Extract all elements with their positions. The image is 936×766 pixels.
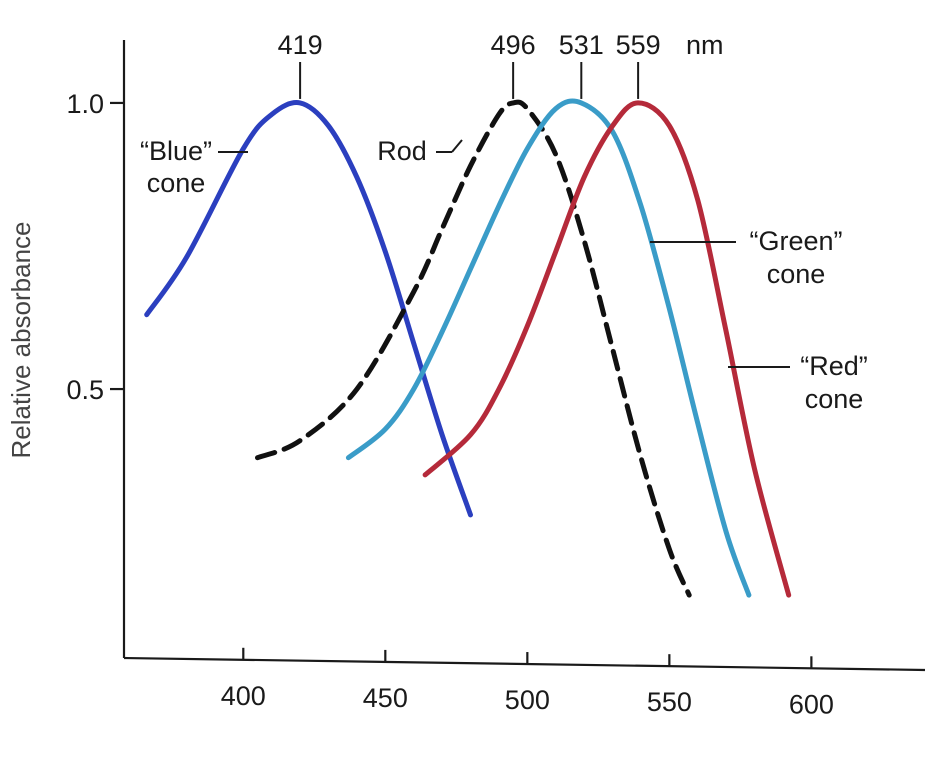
rod-label: Rod [377,136,427,166]
red-cone-label: cone [805,384,864,414]
ticks-layer: 400 450 500 550 600 0.5 1.0 [66,89,833,719]
x-tick-label: 500 [505,685,550,715]
peak-wavelength-label: 531 [559,30,604,60]
x-tick-label: 450 [363,683,408,713]
peak-wavelength-label: 419 [278,30,323,60]
label-leader-line [451,139,463,153]
blue-cone-label: “Blue” [140,136,212,166]
x-axis [123,656,926,672]
red-cone-label: “Red” [800,351,868,381]
blue-cone-curve [144,100,473,518]
x-tick-label: 550 [647,687,692,717]
rod-curve [255,99,692,598]
blue-cone-label: cone [147,168,206,198]
x-tick-label: 400 [221,681,266,711]
green-cone-curve [345,98,752,598]
x-tick-label: 600 [789,689,834,719]
peaks-layer: 419 496 531 559 [278,30,661,99]
green-cone-label: cone [767,259,826,289]
peak-wavelength-label: 559 [616,30,661,60]
green-cone-label: “Green” [749,226,842,256]
y-axis-label: Relative absorbance [6,221,36,458]
peak-wavelength-label: 496 [491,30,536,60]
y-tick-label: 0.5 [66,375,104,405]
curves-layer [144,98,792,598]
y-tick-label: 1.0 [66,89,104,119]
red-cone-curve [422,100,792,598]
peak-unit-label: nm [686,30,724,60]
